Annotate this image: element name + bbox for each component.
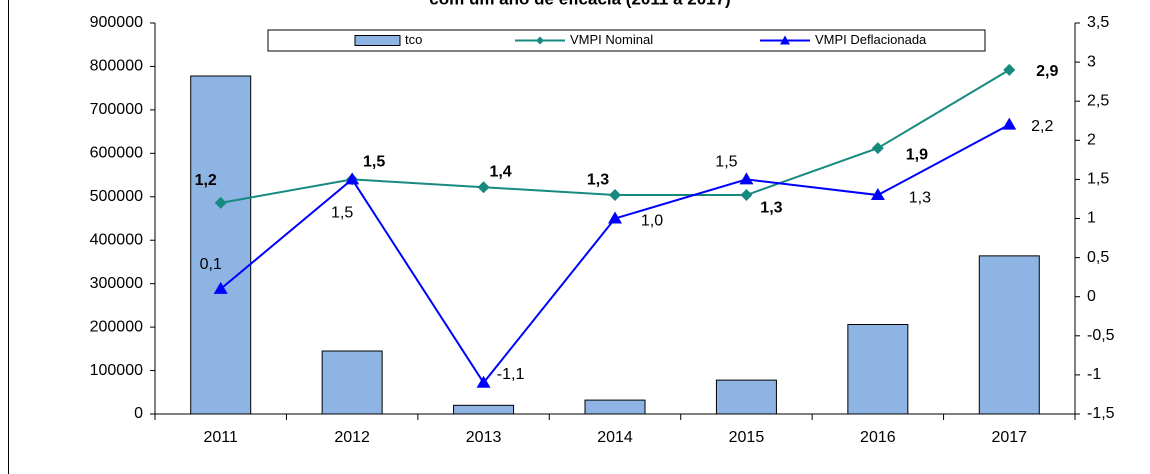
bar <box>584 399 646 415</box>
data-label: 0,1 <box>200 256 222 273</box>
diamond-marker <box>609 189 621 202</box>
y2-tick-label: -1,5 <box>1087 405 1115 422</box>
data-label: -1,1 <box>497 366 525 383</box>
x-tick-label: 2012 <box>334 429 370 446</box>
data-label: 1,3 <box>909 189 931 206</box>
legend-marker <box>536 36 544 45</box>
x-tick-label: 2015 <box>729 429 765 446</box>
y-tick-label: 800000 <box>90 58 143 75</box>
y-tick-label: 100000 <box>90 362 143 379</box>
data-label: 1,5 <box>715 154 737 171</box>
triangle-marker <box>608 211 622 224</box>
bar <box>453 404 515 415</box>
y-tick-label: 700000 <box>90 101 143 118</box>
legend-box <box>267 29 986 52</box>
triangle-marker <box>870 188 885 201</box>
legend-label: VMPI Nominal <box>570 32 653 47</box>
diamond-marker <box>871 142 884 155</box>
y2-tick-label: 0,5 <box>1087 249 1109 266</box>
x-tick-label: 2014 <box>597 429 633 446</box>
data-label: 2,2 <box>1031 118 1053 135</box>
line <box>220 69 1010 204</box>
bar <box>321 350 383 415</box>
bar <box>978 255 1040 415</box>
bar <box>715 379 777 415</box>
diamond-marker <box>214 196 227 209</box>
data-label: 1,0 <box>641 213 663 230</box>
y-tick-label: 300000 <box>90 275 143 292</box>
x-tick-label: 2016 <box>860 429 896 446</box>
y2-tick-label: -1 <box>1087 366 1101 383</box>
chart-frame <box>8 0 9 474</box>
bar <box>847 324 909 415</box>
data-label: 1,2 <box>195 172 217 189</box>
triangle-marker <box>213 281 228 294</box>
y2-tick-label: 2 <box>1087 132 1096 149</box>
data-label: 1,4 <box>489 163 511 180</box>
data-label: 1,3 <box>760 199 782 216</box>
y2-tick-label: 3,5 <box>1087 14 1109 31</box>
y-tick-label: 200000 <box>90 318 143 335</box>
y-tick-label: 900000 <box>90 14 143 31</box>
bar <box>190 75 252 415</box>
y-tick-label: 600000 <box>90 145 143 162</box>
diamond-marker <box>1003 63 1016 76</box>
chart-title: com um ano de eficácia (2011 a 2017) <box>429 0 730 8</box>
legend-label: VMPI Deflacionada <box>815 32 927 47</box>
diamond-marker <box>740 189 753 202</box>
data-label: 1,5 <box>331 205 353 222</box>
y2-tick-label: -0,5 <box>1087 327 1115 344</box>
x-tick-label: 2013 <box>466 429 502 446</box>
triangle-marker <box>1002 117 1017 130</box>
x-tick-label: 2017 <box>991 429 1027 446</box>
data-label: 1,5 <box>363 154 385 171</box>
y2-tick-label: 2,5 <box>1087 92 1109 109</box>
triangle-marker <box>739 172 754 185</box>
y2-tick-label: 0 <box>1087 288 1096 305</box>
legend-swatch <box>354 35 401 46</box>
legend-label: tco <box>405 32 422 47</box>
y2-tick-label: 3 <box>1087 53 1096 70</box>
data-label: 1,3 <box>587 171 609 188</box>
triangle-marker <box>476 375 491 388</box>
y2-tick-label: 1 <box>1087 210 1096 227</box>
triangle-marker <box>345 172 360 185</box>
y2-tick-label: 1,5 <box>1087 171 1109 188</box>
y-tick-label: 0 <box>134 405 143 422</box>
diamond-marker <box>477 181 490 194</box>
legend-marker <box>780 35 790 45</box>
data-label: 2,9 <box>1036 63 1058 80</box>
y-tick-label: 400000 <box>90 231 143 248</box>
data-label: 1,9 <box>906 146 928 163</box>
y-tick-label: 500000 <box>90 188 143 205</box>
x-tick-label: 2011 <box>204 429 239 446</box>
